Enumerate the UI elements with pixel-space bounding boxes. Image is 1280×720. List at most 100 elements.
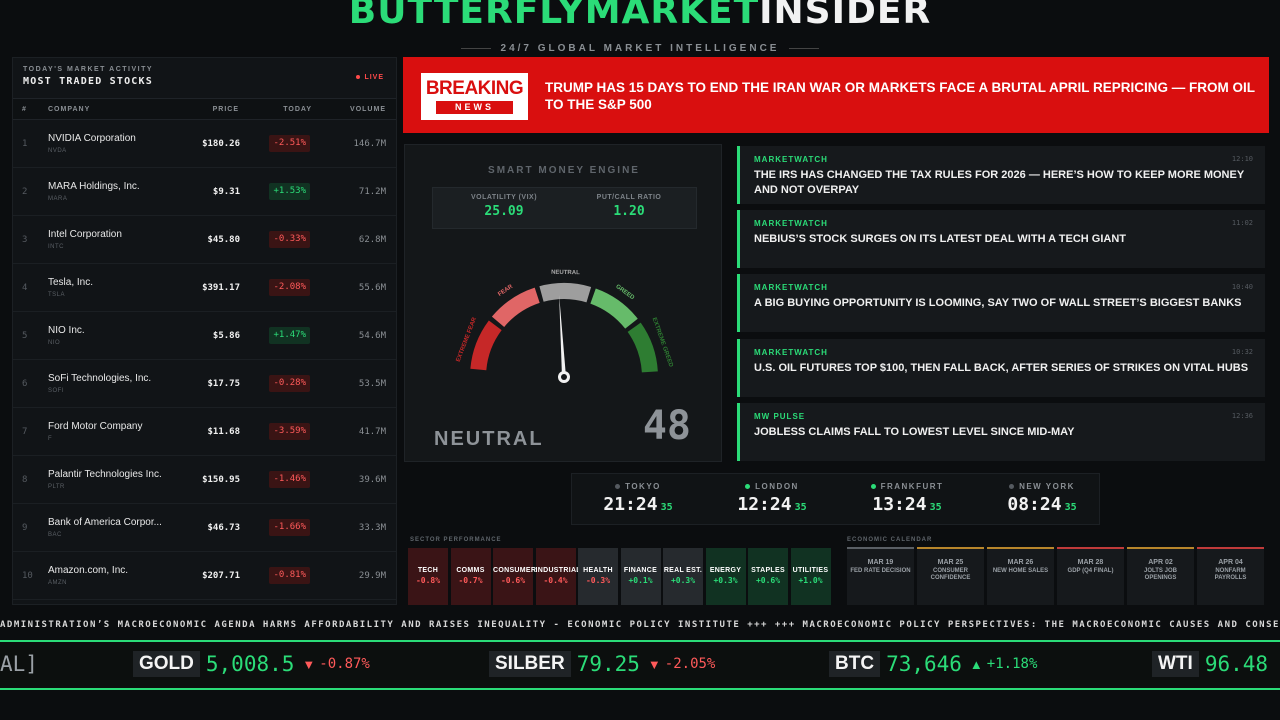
- sector-name: CONSUMER: [493, 567, 537, 574]
- quote-gold[interactable]: GOLD 5,008.5 ▼ -0.87%: [133, 651, 370, 677]
- sector-tile[interactable]: HEALTH -0.3%: [578, 548, 618, 605]
- breaking-headline[interactable]: TRUMP HAS 15 DAYS TO END THE IRAN WAR OR…: [545, 80, 1255, 112]
- quote-silber[interactable]: SILBER 79.25 ▼ -2.05%: [489, 651, 715, 677]
- stock-price: $5.86: [212, 331, 240, 341]
- stock-name[interactable]: NVIDIA Corporation: [48, 133, 136, 144]
- news-time: 10:32: [1231, 348, 1253, 356]
- sector-tile[interactable]: FINANCE +0.1%: [620, 548, 661, 605]
- sector-change: -0.8%: [415, 576, 441, 585]
- stock-ticker: AMZN: [48, 580, 67, 586]
- quote-value: 73,646: [886, 652, 962, 676]
- gauge-zone-neutral: [539, 283, 592, 303]
- clock-seconds: 35: [660, 502, 673, 513]
- stock-price: $150.95: [202, 475, 240, 485]
- breaking-badge-bottom: NEWS: [436, 101, 513, 114]
- news-headline[interactable]: A BIG BUYING OPPORTUNITY IS LOOMING, SAY…: [754, 297, 1242, 309]
- sector-change: +0.1%: [628, 576, 653, 585]
- calendar-event[interactable]: APR 04 NONFARM PAYROLLS: [1197, 547, 1264, 605]
- stock-row[interactable]: 7 Ford Motor Company F $11.68 -3.59% 41.7M: [13, 408, 396, 456]
- news-item[interactable]: MW PULSE 12:36 JOBLESS CLAIMS FALL TO LOWE…: [737, 403, 1265, 461]
- sector-tile[interactable]: REAL EST. +0.3%: [663, 548, 703, 605]
- sector-name: TECH: [417, 567, 439, 574]
- sector-tile[interactable]: COMMS -0.7%: [450, 548, 491, 605]
- col-volume[interactable]: VOLUME: [350, 106, 386, 113]
- calendar-date: MAR 19: [867, 559, 894, 566]
- stock-name[interactable]: Tesla, Inc.: [48, 277, 94, 288]
- stock-price: $207.71: [202, 571, 240, 581]
- stock-name[interactable]: Intel Corporation: [48, 229, 122, 240]
- sector-tile[interactable]: TECH -0.8%: [408, 548, 448, 605]
- stock-row[interactable]: 9 Bank of America Corpor... BAC $46.73 -1.66…: [13, 504, 396, 552]
- news-item[interactable]: MARKETWATCH 10:40 A BIG BUYING OPPORTUNITY…: [737, 274, 1265, 332]
- clock-hm: 08:24: [1007, 494, 1062, 515]
- sector-tile[interactable]: UTILITIES +1.0%: [790, 548, 831, 605]
- news-item[interactable]: MARKETWATCH 11:02 NEBIUS’S STOCK SURGES ON…: [737, 210, 1265, 268]
- live-badge: LIVE: [356, 74, 384, 81]
- calendar-event[interactable]: MAR 25 CONSUMER CONFIDENCE: [917, 547, 984, 605]
- stock-name[interactable]: MARA Holdings, Inc.: [48, 181, 140, 192]
- stock-name[interactable]: Ford Motor Company: [48, 421, 143, 432]
- calendar-event[interactable]: MAR 28 GDP (Q4 FINAL): [1057, 547, 1124, 605]
- stock-change: -0.33%: [269, 231, 310, 248]
- stock-name[interactable]: Palantir Technologies Inc.: [48, 469, 162, 480]
- sector-name: ENERGY: [709, 567, 742, 574]
- stock-ticker: MARA: [48, 196, 68, 202]
- economic-calendar-title: ECONOMIC CALENDAR: [847, 537, 933, 543]
- news-headline[interactable]: NEBIUS’S STOCK SURGES ON ITS LATEST DEAL…: [754, 233, 1126, 245]
- stock-index: 5: [22, 331, 28, 341]
- stock-name[interactable]: NIO Inc.: [48, 325, 85, 336]
- stock-name[interactable]: SoFi Technologies, Inc.: [48, 373, 152, 384]
- stock-row[interactable]: 10 Amazon.com, Inc. AMZN $207.71 -0.81% 29.9M: [13, 552, 396, 600]
- stock-ticker: F: [48, 436, 53, 442]
- tagline: 24/7 GLOBAL MARKET INTELLIGENCE: [0, 43, 1280, 54]
- stock-ticker: SOFI: [48, 388, 65, 394]
- stock-row[interactable]: 2 MARA Holdings, Inc. MARA $9.31 +1.53% 71.2M: [13, 168, 396, 216]
- gauge-title: SMART MONEY ENGINE: [488, 165, 640, 176]
- news-item[interactable]: MARKETWATCH 12:10 THE IRS HAS CHANGED THE …: [737, 146, 1265, 204]
- calendar-event[interactable]: MAR 19 FED RATE DECISION: [847, 547, 914, 605]
- gauge-score: 48: [642, 403, 691, 449]
- calendar-name: GDP (Q4 FINAL): [1067, 568, 1114, 574]
- calendar-event[interactable]: MAR 26 NEW HOME SALES: [987, 547, 1054, 605]
- stock-change: -2.51%: [269, 135, 310, 152]
- stock-row[interactable]: 3 Intel Corporation INTC $45.80 -0.33% 62.8M: [13, 216, 396, 264]
- calendar-date: APR 02: [1148, 559, 1173, 566]
- news-headline[interactable]: JOBLESS CLAIMS FALL TO LOWEST LEVEL SINC…: [754, 426, 1075, 438]
- stock-name[interactable]: Amazon.com, Inc.: [48, 565, 129, 576]
- sector-name: FINANCE: [623, 567, 658, 574]
- sector-name: REAL EST.: [663, 567, 703, 574]
- quote-btc[interactable]: BTC 73,646 ▲ +1.18%: [829, 651, 1037, 677]
- sector-change: -0.4%: [543, 576, 568, 585]
- quote-symbol: GOLD: [133, 651, 200, 677]
- news-source: MW PULSE: [754, 412, 806, 421]
- sector-tile[interactable]: CONSUMER -0.6%: [493, 548, 537, 605]
- sector-tile[interactable]: INDUSTRIAL -0.4%: [535, 548, 581, 605]
- col-company[interactable]: COMPANY: [48, 106, 91, 113]
- world-clocks: TOKYO 21:24 35 LONDON 12:24 35 FRANKFURT 13:24 3…: [571, 473, 1100, 525]
- stock-row[interactable]: 4 Tesla, Inc. TSLA $391.17 -2.08% 55.6M: [13, 264, 396, 312]
- sector-tile[interactable]: ENERGY +0.3%: [705, 548, 746, 605]
- stock-row[interactable]: 5 NIO Inc. NIO $5.86 +1.47% 54.6M: [13, 312, 396, 360]
- stock-index: 3: [22, 235, 28, 245]
- stock-change: -2.08%: [269, 279, 310, 296]
- news-headline[interactable]: THE IRS HAS CHANGED THE TAX RULES FOR 20…: [754, 169, 1244, 196]
- breaking-news-banner[interactable]: BREAKING NEWS TRUMP HAS 15 DAYS TO END T…: [403, 57, 1269, 133]
- col-price[interactable]: PRICE: [212, 106, 239, 113]
- stock-index: 8: [22, 475, 28, 485]
- gauge-state: NEUTRAL: [434, 428, 544, 450]
- stock-change: -1.46%: [269, 471, 310, 488]
- news-headline[interactable]: U.S. OIL FUTURES TOP $100, THEN FALL BAC…: [754, 362, 1249, 374]
- calendar-event[interactable]: APR 02 JOLTS JOB OPENINGS: [1127, 547, 1194, 605]
- news-item[interactable]: MARKETWATCH 10:32 U.S. OIL FUTURES TOP $10…: [737, 339, 1265, 397]
- stock-row[interactable]: 8 Palantir Technologies Inc. PLTR $150.95 -1…: [13, 456, 396, 504]
- quote-symbol: WTI: [1152, 651, 1199, 677]
- stock-ticker: PLTR: [48, 484, 65, 490]
- col-today[interactable]: TODAY: [283, 106, 312, 113]
- stock-row[interactable]: 1 NVIDIA Corporation NVDA $180.26 -2.51% 146.…: [13, 120, 396, 168]
- vix-stat: VOLATILITY (VIX) 25.09: [438, 194, 570, 219]
- stock-name[interactable]: Bank of America Corpor...: [48, 517, 162, 528]
- stock-row[interactable]: 6 SoFi Technologies, Inc. SOFI $17.75 -0.28%…: [13, 360, 396, 408]
- quote-wti[interactable]: WTI 96.48: [1152, 651, 1268, 677]
- sector-tile[interactable]: STAPLES +0.6%: [748, 548, 788, 605]
